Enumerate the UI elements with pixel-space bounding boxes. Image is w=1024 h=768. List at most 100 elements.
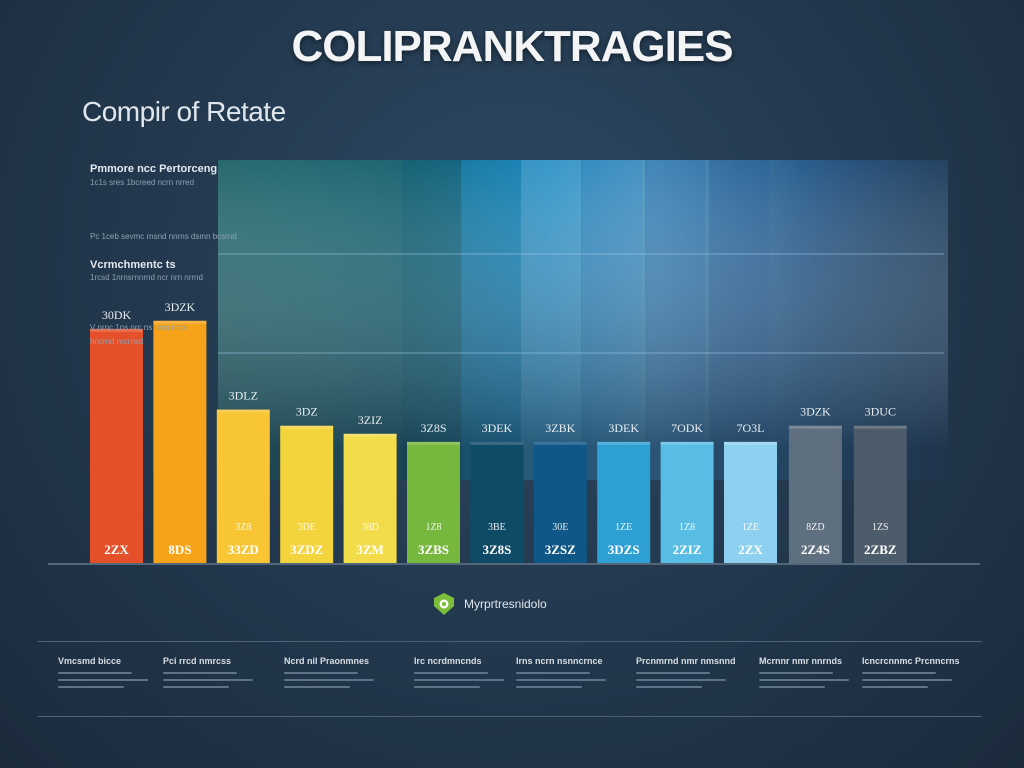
bar-value-label: 2ZX [738, 542, 763, 557]
bar-value-label: 8DS [168, 542, 191, 557]
bar-highlight [853, 425, 907, 429]
bar-mid-label: 1ZE [615, 522, 632, 533]
footer-column: Pci rrcd nmrcss [163, 656, 283, 693]
footer-text-line [759, 672, 834, 674]
footer-text-line [163, 679, 253, 681]
footer-column-text [284, 672, 404, 688]
side-annotation: Vcrmchmentc ts [90, 259, 176, 271]
footer-text-line [284, 679, 374, 681]
bar-highlight [153, 320, 207, 324]
footer-top-rule [38, 641, 982, 642]
bar-highlight [216, 409, 270, 413]
bar-top-label: 3ZBK [545, 421, 575, 435]
bar-highlight [597, 441, 651, 445]
footer-column: Icncrcnnmc Prcnncrns [862, 656, 982, 693]
bar-top-label: 7O3L [737, 421, 765, 435]
footer-column: Prcnmrnd nmr nmsnnd [636, 656, 756, 693]
bar-value-label: 3ZM [356, 542, 383, 557]
bar-top-label: 3DEK [608, 421, 639, 435]
bar-top-label: 3DEK [482, 421, 513, 435]
footer-bottom-rule [38, 716, 982, 717]
bar-mid-label: 3DE [298, 522, 316, 533]
footer-text-line [284, 672, 359, 674]
footer-text-line [58, 672, 133, 674]
side-annotation: V nrnc 1ns nrc ns nrcs nrcs [90, 323, 187, 332]
bar-mid-label: 1Z8 [425, 522, 441, 533]
footer-column: Ncrd nil Praonmnes [284, 656, 404, 693]
footer-text-line [516, 679, 606, 681]
footer-text-line [284, 686, 350, 688]
footer-column-heading: Prcnmrnd nmr nmsnnd [636, 656, 736, 666]
footer-column: Irns ncrn nsnncrnce [516, 656, 636, 693]
footer-text-line [636, 686, 702, 688]
bar [533, 441, 587, 563]
footer-column-text [862, 672, 982, 688]
bar-top-label: 3Z8S [420, 421, 446, 435]
bar-highlight [470, 441, 524, 445]
bar-highlight [660, 441, 714, 445]
bar-mid-label: 1Z8 [679, 522, 695, 533]
side-annotation: 1c1s sres 1bcreed ncrn nrred [90, 178, 195, 187]
bar-highlight [533, 441, 587, 445]
bar [216, 409, 270, 563]
bar [853, 425, 907, 563]
bar [407, 441, 460, 563]
bar-value-label: 2ZIZ [673, 542, 702, 557]
footer-column-text [516, 672, 636, 688]
chart-subtitle: Compir of Retate [82, 96, 286, 127]
bar-highlight [343, 433, 397, 437]
bar-top-label: 3DZK [165, 300, 196, 314]
footer-column-text [759, 672, 879, 688]
footer-text-line [759, 686, 825, 688]
bar-highlight [724, 441, 777, 445]
footer-text-line [516, 672, 591, 674]
bar-value-label: 3ZBS [418, 542, 449, 557]
footer-text-line [58, 679, 148, 681]
bar [90, 328, 143, 563]
footer-text-line [163, 672, 238, 674]
side-annotation: hncrnd nrcrnsd [90, 337, 144, 346]
footer-column-heading: Icncrcnnmc Prcnncrns [862, 656, 960, 666]
footer-column-text [414, 672, 534, 688]
side-annotation: Pc 1ceb sevmc rnsnd nnrns dsmn bcsrnd [90, 232, 237, 241]
footer-column-heading: Ncrd nil Praonmnes [284, 656, 370, 666]
footer-column-heading: Irns ncrn nsnncrnce [516, 656, 603, 666]
side-annotation: Pmmore ncc Pertorceng [90, 163, 218, 175]
footer-text-line [862, 686, 928, 688]
footer-column-text [636, 672, 756, 688]
bar [788, 425, 842, 563]
shield-check-icon [434, 593, 454, 615]
bar-top-label: 3DZK [800, 405, 831, 419]
footer-column-heading: Mcrnnr nmr nnrnds [759, 656, 843, 666]
bar-mid-label: 38D [361, 522, 378, 533]
side-annotation: 1rcsd 1nrnsrnnrnd ncr nrn nrrnd [90, 273, 203, 282]
footer-text-line [414, 679, 504, 681]
footer-text-line [862, 679, 952, 681]
bar [660, 441, 714, 563]
footer-column-heading: Irc ncrdmncnds [414, 656, 482, 666]
legend-label: Myrprtresnidolo [464, 597, 547, 611]
footer-text-line [636, 672, 711, 674]
bar [153, 320, 207, 563]
footer-text-line [414, 686, 480, 688]
footer-text-line [163, 686, 229, 688]
bar [597, 441, 651, 563]
bar [470, 441, 524, 563]
footer-text-line [58, 686, 124, 688]
bar-value-label: 2ZX [104, 542, 129, 557]
bar-value-label: 2ZBZ [864, 542, 897, 557]
footer-text-line [636, 679, 726, 681]
bar-value-label: 3Z8S [482, 542, 511, 557]
bar-top-label: 30DK [102, 308, 132, 322]
bar [724, 441, 777, 563]
footer-column-heading: Vmcsmd bicce [58, 656, 122, 666]
bar-highlight [407, 441, 460, 445]
footer-text-line [414, 672, 489, 674]
bar-top-label: 3DUC [865, 405, 896, 419]
bar-top-label: 3DLZ [229, 389, 258, 403]
bar-top-label: 3ZIZ [358, 413, 383, 427]
bar-highlight [90, 328, 143, 332]
page-title: COLIPRANKTRAGIES [291, 22, 733, 71]
bar-mid-label: 1ZS [872, 522, 889, 533]
